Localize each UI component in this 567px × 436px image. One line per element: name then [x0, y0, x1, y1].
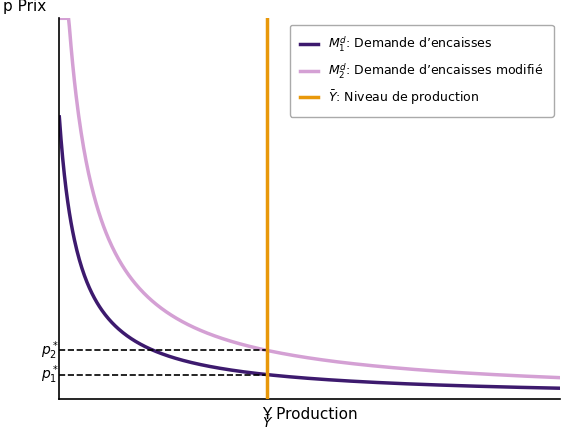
Text: $p_1^*$: $p_1^*$: [41, 363, 60, 386]
Legend: $M_1^d$: Demande d’encaisses, $M_2^d$: Demande d’encaisses modifié, $\bar{Y}$: N: $M_1^d$: Demande d’encaisses, $M_2^d$: D…: [290, 24, 554, 117]
Text: $\bar{Y}$: $\bar{Y}$: [262, 414, 273, 431]
Text: $p_2^*$: $p_2^*$: [41, 339, 60, 362]
X-axis label: Y Production: Y Production: [262, 407, 358, 422]
Y-axis label: p Prix: p Prix: [3, 0, 46, 14]
